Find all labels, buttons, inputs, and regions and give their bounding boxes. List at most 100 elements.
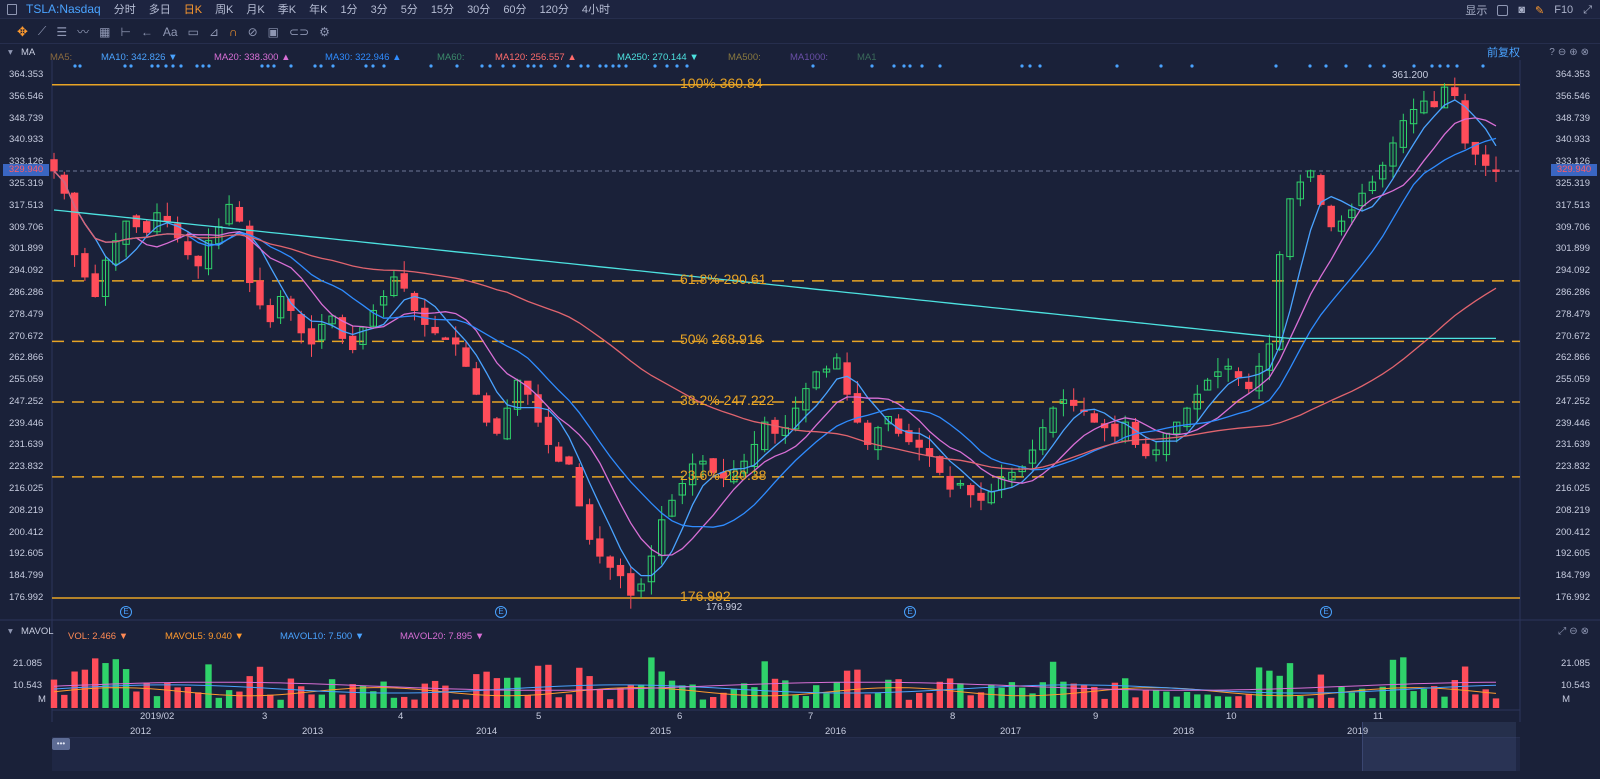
candle-body [761, 421, 769, 451]
timeframe-tab[interactable]: 年K [309, 4, 328, 16]
timeframe-tab[interactable]: 日K [183, 4, 203, 16]
wave-tool-icon[interactable]: 〰 [77, 25, 90, 39]
candle-body [287, 298, 295, 311]
volume-bar [1019, 687, 1026, 708]
magnet-icon[interactable]: ∩ [228, 24, 238, 39]
candle-body [143, 221, 151, 233]
timeframe-tab[interactable]: 分时 [113, 4, 136, 16]
ma-value: MA5: [50, 52, 73, 63]
timeframe-tab[interactable]: 60分 [503, 4, 527, 16]
event-icon[interactable]: E [1320, 606, 1332, 618]
signal-dot [429, 64, 433, 68]
symbol-label[interactable]: TSLA:Nasdaq [26, 2, 101, 16]
volume-bar [1173, 696, 1180, 708]
timeframe-tab[interactable]: 3分 [370, 4, 388, 16]
arrow-tool-icon[interactable]: ← [140, 24, 153, 39]
volume-bar [1122, 678, 1129, 708]
signal-dot [272, 64, 276, 68]
price-tick: 247.252 [9, 395, 44, 407]
candle-body [802, 388, 810, 411]
hide-icon[interactable]: ⊘ [247, 24, 258, 39]
volume-bar [1029, 693, 1036, 708]
year-tick: 2012 [130, 726, 152, 737]
candle-body [524, 380, 532, 395]
timeframe-tab[interactable]: 120分 [539, 4, 569, 16]
signal-dot [331, 64, 335, 68]
trash-icon[interactable]: ▣ [267, 24, 280, 39]
timeframe-tab[interactable]: 15分 [430, 4, 455, 16]
line-tool-icon[interactable]: ⟋ [37, 24, 47, 38]
year-tick: 2013 [302, 726, 324, 737]
event-icon[interactable]: E [495, 606, 507, 618]
event-icon[interactable]: E [904, 606, 916, 618]
timeframe-tab[interactable]: 30分 [467, 4, 491, 16]
signal-dot [685, 64, 689, 68]
settings-icon[interactable]: ⚙ [319, 24, 330, 39]
candle-body [1008, 471, 1016, 481]
event-icon[interactable]: E [120, 606, 132, 618]
pen-icon[interactable]: ✎ [1535, 4, 1545, 17]
timeframe-tab[interactable]: 1分 [340, 4, 358, 16]
move-icon[interactable]: ✥ [17, 23, 28, 39]
candle-body [122, 220, 130, 245]
ma-label[interactable]: MA [21, 46, 36, 58]
volume-bar [1410, 691, 1417, 708]
navigator-window[interactable] [1362, 722, 1516, 771]
vol-collapse-icon[interactable]: ▾ [8, 625, 13, 637]
measure-tool-icon[interactable]: ⊢ [120, 24, 131, 39]
month-tick: 5 [536, 711, 542, 722]
volume-bar [843, 670, 851, 708]
candle-body [750, 443, 759, 468]
signal-dot [553, 64, 557, 68]
candle-body [884, 416, 892, 425]
navigator-handle[interactable]: ••• [52, 738, 70, 750]
volume-bar [205, 664, 212, 708]
month-tick: 3 [262, 711, 268, 722]
candle-body [400, 273, 408, 289]
pane-controls[interactable]: ?⊖⊕⊗ [1549, 46, 1592, 58]
timeframe-tab[interactable]: 季K [277, 4, 297, 16]
timeframe-tab[interactable]: 5分 [400, 4, 418, 16]
text-tool-icon[interactable]: Aa [162, 24, 178, 39]
timeframe-tab[interactable]: 周K [215, 4, 234, 16]
fullscreen-icon[interactable]: ⤢ [1583, 3, 1592, 16]
volume-indicator-row: ▾ MAVOL VOL: 2.466 ▼ MAVOL5: 9.040 ▼ MAVOL… [0, 624, 1600, 643]
link-icon[interactable]: ⊂⊃ [289, 24, 310, 39]
signal-dot [611, 64, 615, 68]
volume-bar [1245, 693, 1252, 708]
navigator-bar[interactable] [52, 737, 1520, 771]
volume-bar [1060, 681, 1067, 708]
signal-dot [129, 64, 133, 68]
candle-body [575, 466, 583, 507]
f10-button[interactable]: F10 [1554, 4, 1574, 16]
price-tick: 176.992 [1555, 592, 1590, 603]
grid-tool-icon[interactable]: ▦ [99, 24, 111, 39]
month-tick: 7 [808, 711, 814, 722]
timeframe-tab[interactable]: 4小时 [581, 4, 611, 16]
candle-body [1203, 379, 1212, 391]
timeframe-tab[interactable]: 多日 [148, 4, 171, 16]
candle-body [791, 407, 800, 430]
window-icon[interactable] [1497, 4, 1509, 16]
layout-icon[interactable] [7, 4, 17, 15]
volume-tick: 21.085 [13, 658, 43, 669]
year-tick: 2014 [476, 726, 498, 737]
camera-icon[interactable]: ◙ [1518, 4, 1525, 16]
candle-body [606, 556, 614, 568]
signal-dot [260, 64, 264, 68]
display-menu[interactable]: 显示 [1465, 5, 1488, 17]
volume-bar [1070, 683, 1077, 708]
mavol-label[interactable]: MAVOL [21, 625, 54, 637]
candle-body [1471, 141, 1480, 155]
volume-pane-controls[interactable]: ⤢⊖⊗ [1558, 625, 1592, 637]
channel-tool-icon[interactable]: ☰ [56, 24, 68, 39]
ruler-icon[interactable]: ⊿ [208, 24, 219, 39]
candle-body [503, 407, 511, 440]
adjust-button[interactable]: 前复权 [1487, 47, 1520, 59]
volume-bar [246, 676, 253, 708]
signal-dot [1368, 64, 1372, 68]
ma-collapse-icon[interactable]: ▾ [8, 46, 13, 58]
comment-tool-icon[interactable]: ▭ [187, 24, 199, 39]
timeframe-tab[interactable]: 月K [246, 4, 265, 16]
